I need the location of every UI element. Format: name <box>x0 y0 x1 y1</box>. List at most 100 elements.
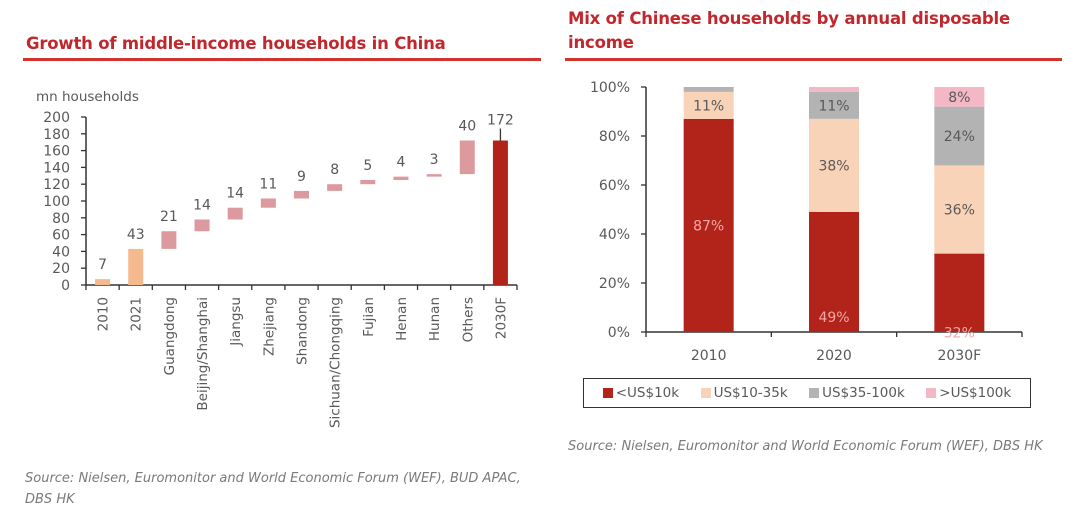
segment-2030f <box>934 165 985 254</box>
segment-2020 <box>809 91 859 119</box>
right-chart-title: Mix of Chinese households by annual disp… <box>568 7 1068 55</box>
x-tick-label: Fujian <box>361 297 377 337</box>
data-label: 11 <box>259 176 277 192</box>
legend-swatch <box>602 388 613 398</box>
segment-label: 11% <box>693 98 724 114</box>
data-label: 21 <box>160 209 178 225</box>
x-tick-label: Jiangsu <box>228 297 244 347</box>
y-tick-label: 40% <box>599 227 630 243</box>
segment-label: 38% <box>818 158 849 174</box>
x-tick-label: Zhejiang <box>261 297 277 356</box>
bar-henan <box>393 176 409 180</box>
x-tick-label: 2030F <box>937 348 981 364</box>
segment-label: 11% <box>818 98 849 114</box>
x-tick-label: Hunan <box>427 297 443 341</box>
y-tick-label: 200 <box>43 110 70 126</box>
x-tick-label: Sichuan/Chongqing <box>328 297 344 428</box>
segment-2030f <box>934 106 985 166</box>
segment-label: 32% <box>944 326 975 342</box>
data-label: 14 <box>226 186 244 202</box>
legend-label: US$35-100k <box>822 385 905 401</box>
data-label: 14 <box>193 197 211 213</box>
legend-swatch <box>926 388 937 398</box>
data-label: 8 <box>330 162 339 178</box>
y-tick-label: 40 <box>52 244 70 260</box>
legend-swatch <box>809 388 820 398</box>
y-tick-label: 60% <box>599 178 630 194</box>
x-tick-label: Shandong <box>295 297 311 365</box>
segment-2010 <box>683 118 734 332</box>
left-title-rule <box>23 58 541 61</box>
right-chart-title-line2: income <box>568 33 634 52</box>
right-source-note: Source: Nielsen, Euromonitor and World E… <box>568 439 1043 454</box>
chart-legend: <US$10k US$10-35k US$35-100k >US$100k <box>583 378 1031 408</box>
segment-2020 <box>809 87 859 92</box>
data-label: 43 <box>127 227 145 243</box>
y-tick-label: 140 <box>43 160 70 176</box>
y-tick-label: 100 <box>43 194 70 210</box>
data-label: 9 <box>297 169 306 185</box>
bar-2030f <box>492 140 508 285</box>
legend-item-10-35k: US$10-35k <box>700 385 788 401</box>
legend-label: <US$10k <box>615 385 680 401</box>
left-chart-title: Growth of middle-income households in Ch… <box>26 34 446 53</box>
data-label: 4 <box>397 155 406 171</box>
x-tick-label: 2020 <box>816 348 852 364</box>
y-tick-label: 80% <box>599 129 630 145</box>
bar-2021 <box>128 248 144 285</box>
segment-label: 8% <box>948 90 970 106</box>
data-label: 3 <box>430 152 439 168</box>
bar-beijing-shanghai <box>194 219 210 232</box>
legend-label: US$10-35k <box>713 385 788 401</box>
bar-2010 <box>95 279 111 285</box>
bar-fujian <box>360 180 376 185</box>
bar-shandong <box>294 190 309 199</box>
legend-label: >US$100k <box>939 385 1012 401</box>
left-source-note: Source: Nielsen, Euromonitor and World E… <box>25 471 521 507</box>
x-tick-label: 2021 <box>129 297 145 331</box>
data-label: 5 <box>363 158 372 174</box>
y-tick-label: 0 <box>61 278 70 294</box>
x-tick-label: 2010 <box>691 348 727 364</box>
x-tick-label: 2030F <box>493 297 509 339</box>
waterfall-chart: mn households 02040608010012014016018020… <box>36 89 518 428</box>
y-axis-label: mn households <box>36 89 139 105</box>
x-tick-label: 2010 <box>96 297 112 331</box>
data-label: 172 <box>487 113 514 129</box>
y-tick-label: 120 <box>43 177 70 193</box>
segment-2010 <box>683 87 734 92</box>
segment-label: 24% <box>944 129 975 145</box>
segment-2030f <box>934 87 985 107</box>
right-chart-title-line1: Mix of Chinese households by annual disp… <box>568 9 1010 28</box>
segment-label: 36% <box>944 203 975 219</box>
segment-2030f <box>934 253 985 332</box>
segment-label: 87% <box>693 218 724 234</box>
x-tick-label: Others <box>460 297 476 342</box>
y-tick-label: 60 <box>52 228 70 244</box>
bar-sichuan-chongqing <box>327 184 343 191</box>
right-title-rule <box>565 58 1062 61</box>
data-label: 7 <box>98 257 107 273</box>
legend-item-35-100k: US$35-100k <box>809 385 905 401</box>
segment-label: 49% <box>818 310 849 326</box>
y-tick-label: 20% <box>599 276 630 292</box>
segment-2020 <box>809 211 859 332</box>
x-tick-label: Beijing/Shanghai <box>195 297 211 411</box>
y-tick-label: 0% <box>608 325 630 341</box>
segment-2010 <box>683 91 734 119</box>
legend-swatch <box>700 388 711 398</box>
y-tick-label: 180 <box>43 127 70 143</box>
data-label: 40 <box>458 119 476 135</box>
bar-guangdong <box>161 231 177 249</box>
legend-item-over-100k: >US$100k <box>926 385 1011 401</box>
stacked-bar-chart: 0% 20% 40% 60% 80% 100% 87% 11% 49% 38% 11% 32% 36%… <box>590 80 1023 364</box>
bar-hunan <box>426 174 442 177</box>
segment-2020 <box>809 118 859 212</box>
x-tick-label: Guangdong <box>162 297 178 375</box>
y-tick-label: 20 <box>52 261 70 277</box>
bar-zhejiang <box>260 198 276 208</box>
bar-others <box>459 140 475 175</box>
bar-jiangsu <box>227 207 243 220</box>
y-tick-label: 160 <box>43 144 70 160</box>
x-tick-label: Henan <box>394 297 410 341</box>
